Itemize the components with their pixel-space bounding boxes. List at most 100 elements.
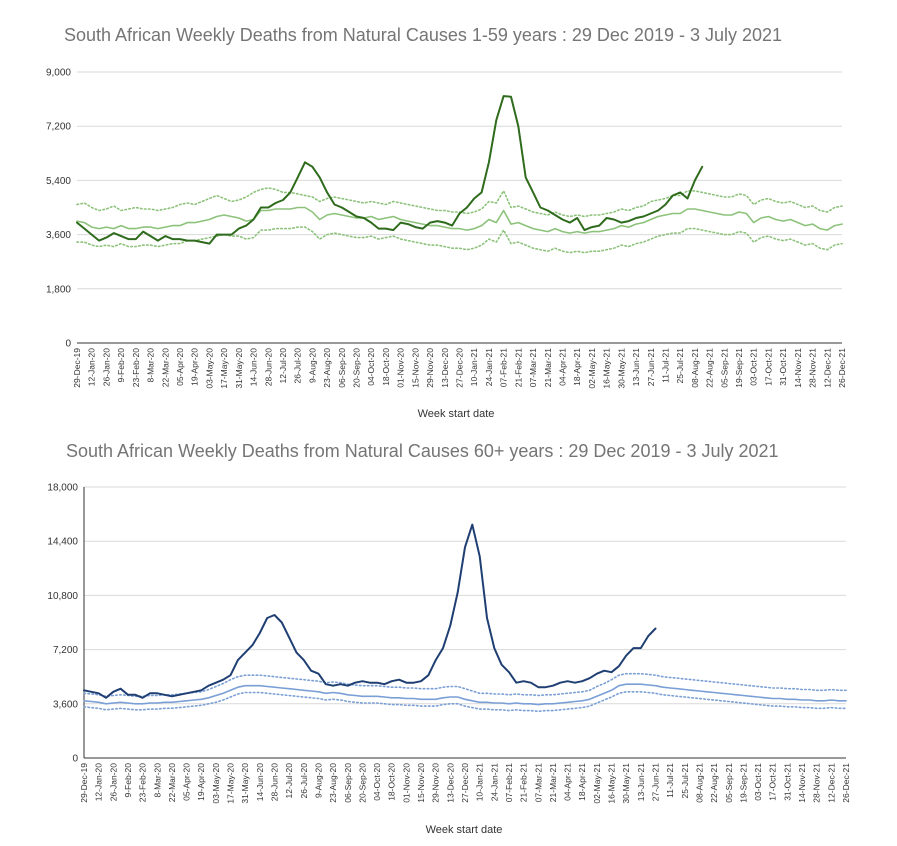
x-tick-label: 13-Jun-21	[636, 763, 646, 802]
x-tick-label: 14-Jun-20	[255, 763, 265, 802]
x-tick-label: 12-Jan-20	[87, 348, 97, 387]
x-tick-label: 20-Sep-20	[357, 763, 367, 803]
series-line-3	[76, 226, 843, 254]
x-tick-label: 27-Jun-21	[646, 348, 656, 387]
y-tick-label: 7,200	[53, 645, 78, 656]
series-line-0	[83, 523, 657, 699]
x-tick-label: 26-Dec-21	[837, 348, 847, 388]
x-tick-label: 01-Nov-20	[396, 348, 406, 388]
x-tick-label: 22-Mar-20	[167, 763, 177, 802]
y-tick-label: 5,400	[46, 176, 71, 187]
series-line-3	[83, 690, 847, 713]
x-tick-label: 19-Sep-21	[734, 348, 744, 388]
x-tick-label: 28-Nov-21	[812, 763, 822, 803]
x-tick-label: 15-Nov-20	[410, 348, 420, 388]
series-line-1	[83, 683, 847, 706]
x-tick-label: 22-Mar-20	[160, 348, 170, 387]
x-tick-label: 24-Jan-21	[489, 763, 499, 802]
x-tick-label: 11-Jul-21	[660, 348, 670, 383]
x-tick-label: 11-Jul-21	[665, 763, 675, 798]
x-tick-label: 8-Mar-20	[152, 763, 162, 798]
x-tick-label: 20-Sep-20	[352, 348, 362, 388]
y-tick-label: 7,200	[46, 122, 71, 133]
x-tick-label: 12-Dec-21	[822, 348, 832, 388]
x-tick-label: 26-Jan-20	[108, 763, 118, 802]
series-line-2	[83, 672, 847, 698]
y-tick-label: 0	[72, 754, 78, 765]
x-tick-label: 19-Sep-21	[738, 763, 748, 803]
y-tick-label: 18,000	[47, 483, 78, 494]
chart-title: South African Weekly Deaths from Natural…	[66, 441, 779, 461]
x-tick-label: 8-Mar-20	[146, 348, 156, 383]
x-tick-label: 18-Apr-21	[572, 348, 582, 386]
series-group	[76, 95, 843, 254]
x-tick-label: 03-Oct-21	[753, 763, 763, 801]
x-tick-label: 9-Feb-20	[123, 763, 133, 798]
x-tick-label: 03-May-20	[204, 348, 214, 389]
x-tick-label: 12-Dec-21	[826, 763, 836, 803]
x-tick-label: 23-Feb-20	[138, 763, 148, 802]
x-tick-label: 28-Jun-20	[263, 348, 273, 387]
y-tick-label: 3,600	[53, 699, 78, 710]
x-axis-label: Week start date	[418, 408, 495, 420]
x-tick-label: 16-May-21	[602, 348, 612, 389]
y-tick-label: 9,000	[46, 68, 71, 79]
x-tick-label: 21-Mar-21	[543, 348, 553, 387]
x-tick-label: 19-Apr-20	[190, 348, 200, 386]
x-tick-label: 25-Jul-21	[680, 763, 690, 799]
x-tick-label: 29-Nov-20	[431, 763, 441, 803]
x-tick-label: 23-Feb-20	[131, 348, 141, 387]
x-tick-label: 26-Jan-20	[101, 348, 111, 387]
x-tick-label: 07-Feb-21	[504, 763, 514, 802]
x-tick-label: 18-Oct-20	[381, 348, 391, 386]
x-tick-label: 21-Feb-21	[519, 763, 529, 802]
chart-deaths-60-plus: South African Weekly Deaths from Natural…	[47, 441, 851, 836]
x-tick-label: 12-Jan-20	[94, 763, 104, 802]
x-tick-label: 04-Apr-21	[557, 348, 567, 386]
x-tick-label: 08-Aug-21	[694, 763, 704, 803]
x-tick-label: 22-Aug-21	[705, 348, 715, 388]
x-tick-label: 04-Oct-20	[366, 348, 376, 386]
x-tick-label: 14-Nov-21	[793, 348, 803, 388]
x-tick-label: 07-Mar-21	[528, 348, 538, 387]
x-tick-label: 24-Jan-21	[484, 348, 494, 387]
x-tick-label: 26-Jul-20	[299, 763, 309, 799]
x-tick-label: 9-Aug-20	[307, 348, 317, 383]
x-tick-label: 03-May-20	[211, 763, 221, 804]
x-tick-label: 07-Feb-21	[499, 348, 509, 387]
grid	[83, 486, 846, 759]
x-tick-label: 13-Dec-20	[445, 763, 455, 803]
x-tick-label: 30-May-21	[621, 763, 631, 804]
x-tick-label: 03-Oct-21	[749, 348, 759, 386]
chart-deaths-1-59: South African Weekly Deaths from Natural…	[46, 25, 847, 420]
x-tick-label: 06-Sep-20	[337, 348, 347, 388]
x-tick-label: 17-May-20	[219, 348, 229, 389]
x-tick-label: 9-Feb-20	[116, 348, 126, 383]
x-tick-label: 16-May-21	[607, 763, 617, 804]
y-tick-label: 3,600	[46, 230, 71, 241]
x-tick-label: 04-Apr-21	[563, 763, 573, 801]
y-tick-label: 14,400	[47, 537, 78, 548]
x-tick-label: 14-Nov-21	[797, 763, 807, 803]
x-tick-label: 15-Nov-20	[416, 763, 426, 803]
x-tick-label: 13-Dec-20	[440, 348, 450, 388]
x-tick-label: 21-Mar-21	[548, 763, 558, 802]
x-tick-label: 05-Apr-20	[175, 348, 185, 386]
x-tick-label: 05-Sep-21	[724, 763, 734, 803]
chart-title: South African Weekly Deaths from Natural…	[64, 25, 782, 45]
x-tick-label: 14-Jun-20	[249, 348, 259, 387]
y-axis: 0 1,800 3,600 5,400 7,200 9,000	[46, 68, 71, 350]
x-tick-label: 25-Jul-21	[675, 348, 685, 384]
x-tick-label: 27-Jun-21	[651, 763, 661, 802]
x-tick-label: 29-Nov-20	[425, 348, 435, 388]
series-group	[83, 523, 847, 713]
y-tick-label: 1,800	[46, 284, 71, 295]
x-tick-label: 07-Mar-21	[533, 763, 543, 802]
y-axis: 0 3,600 7,200 10,800 14,400 18,000	[47, 483, 78, 765]
x-tick-label: 31-May-20	[234, 348, 244, 389]
x-tick-label: 05-Sep-21	[719, 348, 729, 388]
x-tick-label: 02-May-21	[587, 348, 597, 389]
x-tick-label: 02-May-21	[592, 763, 602, 804]
y-tick-label: 0	[65, 339, 71, 350]
